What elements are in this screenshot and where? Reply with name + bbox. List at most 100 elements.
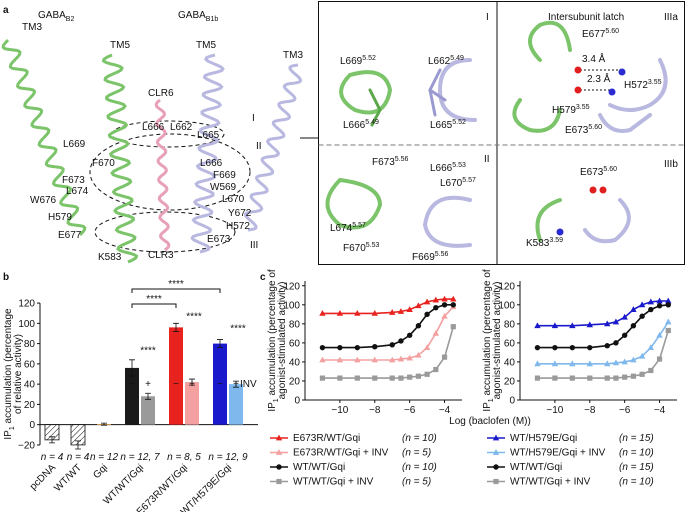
inset-label-part: 5.60: [605, 28, 619, 35]
data-point: [389, 309, 396, 315]
inset-label: L6695.52: [340, 55, 376, 67]
data-point: [337, 375, 343, 381]
structure-label: H572: [226, 221, 250, 232]
structure-label: L666: [200, 158, 223, 169]
inset-label-part: 5.49: [365, 119, 379, 126]
data-point: [415, 373, 421, 379]
series-line: [322, 304, 454, 349]
data-point: [534, 375, 541, 381]
inset-label-part: F669: [412, 252, 435, 263]
y-tick-label: 40: [504, 357, 516, 368]
legend-marker: [275, 434, 283, 441]
legend-n: (n = 15): [619, 433, 654, 444]
inset-label-part: 5.57: [352, 222, 366, 229]
y-tick-label: 120: [283, 281, 300, 292]
inset-label: L6625.49: [428, 55, 464, 67]
legend-label: WT/WT/Gqi: [510, 462, 562, 473]
structure-label: TM3: [22, 22, 42, 33]
significance-label: ****: [168, 279, 184, 290]
structure-label-part: E673: [207, 234, 231, 245]
legend-label: E673R/WT/Gqi + INV: [293, 448, 389, 459]
structure-label: W569: [210, 182, 237, 193]
structure-label-part: L674: [66, 186, 89, 197]
data-point: [587, 344, 593, 351]
data-point: [432, 296, 440, 303]
inset-label-part: IIIb: [664, 159, 678, 170]
treatment-label: −: [129, 379, 135, 390]
y-tick-label: 80: [24, 339, 36, 350]
data-point: [371, 309, 378, 316]
structure-label-part: L670: [222, 194, 245, 205]
legend-n: (n = 10): [619, 448, 654, 459]
error-bar: [129, 359, 135, 377]
helix: [243, 63, 303, 232]
data-point: [604, 343, 610, 349]
y-axis-label-part: 1: [9, 426, 16, 430]
structure-label-part: III: [250, 240, 258, 251]
inset-label: II: [484, 154, 490, 165]
data-point: [638, 352, 646, 359]
data-point: [319, 356, 326, 363]
inset-label-part: 5.57: [462, 177, 476, 184]
n-label: n = 4: [41, 452, 64, 463]
data-point: [441, 354, 448, 360]
legend-label: E673R/WT/Gqi: [293, 433, 360, 444]
legend-marker: [276, 464, 282, 470]
data-point: [432, 329, 440, 336]
structure-label-part: TM5: [110, 40, 130, 51]
error-bar: [145, 392, 151, 400]
y-axis-label-part: accumulation (percentage of: [267, 269, 278, 398]
treatment-label: −: [173, 379, 179, 390]
inset-label-part: F670: [343, 243, 366, 254]
inset-label-part: 5.60: [588, 124, 602, 131]
structure-label-part: TM3: [283, 50, 303, 61]
inset-label-part: H572: [624, 80, 648, 91]
error-bar: [173, 322, 179, 332]
structure-label: Y672: [228, 208, 252, 219]
structure-label-part: W569: [210, 182, 237, 193]
n-label: n = 12: [90, 452, 119, 463]
data-point: [665, 297, 672, 304]
structure-label: L665: [197, 130, 220, 141]
x-tick-label: −10: [331, 405, 348, 416]
y-axis-label-part: accumulation (percentage: [3, 308, 14, 426]
data-point: [534, 344, 541, 351]
inset-label-part: 5.53: [366, 242, 380, 249]
data-point: [622, 374, 628, 380]
y-axis-label-part: IP: [267, 402, 278, 412]
structure-label-part: I: [252, 113, 255, 124]
structure-label: L662: [170, 122, 193, 133]
y-tick-label: 60: [504, 338, 516, 349]
data-point: [604, 320, 611, 327]
legend-n: (n = 15): [619, 462, 654, 473]
data-point: [638, 301, 646, 308]
structure-label-part: F670: [92, 158, 115, 169]
treatment-label: +: [233, 379, 239, 390]
error-bar: [101, 422, 107, 426]
treatment-label: −: [217, 379, 223, 390]
y-axis-label-part: IP: [3, 430, 14, 440]
data-point: [397, 355, 405, 362]
x-tick-label: −8: [369, 405, 381, 416]
series-line: [537, 300, 669, 327]
inset-label-part: 5.56: [395, 156, 409, 163]
x-tick-label: WT/WT: [52, 462, 84, 494]
data-point: [586, 321, 593, 328]
error-bar: [217, 339, 223, 349]
helix: [101, 53, 139, 264]
data-point: [569, 322, 576, 329]
y-axis-label: agonist-stimulated activity): [492, 282, 503, 400]
structure-label: L666: [142, 122, 165, 133]
structure-label: H579: [48, 212, 72, 223]
interaction-bonds: [556, 66, 626, 236]
significance-label: ****: [230, 323, 246, 334]
bar: [213, 343, 227, 425]
x-axis-label: Log (baclofen (M)): [449, 416, 531, 427]
legend-n: (n = 5): [402, 448, 431, 459]
error-bar: [49, 436, 55, 444]
data-point: [639, 371, 645, 377]
inset-label-part: K583: [526, 238, 550, 249]
y-axis-label-part: accumulation (percentage of: [482, 269, 493, 398]
data-point: [441, 312, 448, 319]
structure-label-part: H579: [48, 212, 72, 223]
